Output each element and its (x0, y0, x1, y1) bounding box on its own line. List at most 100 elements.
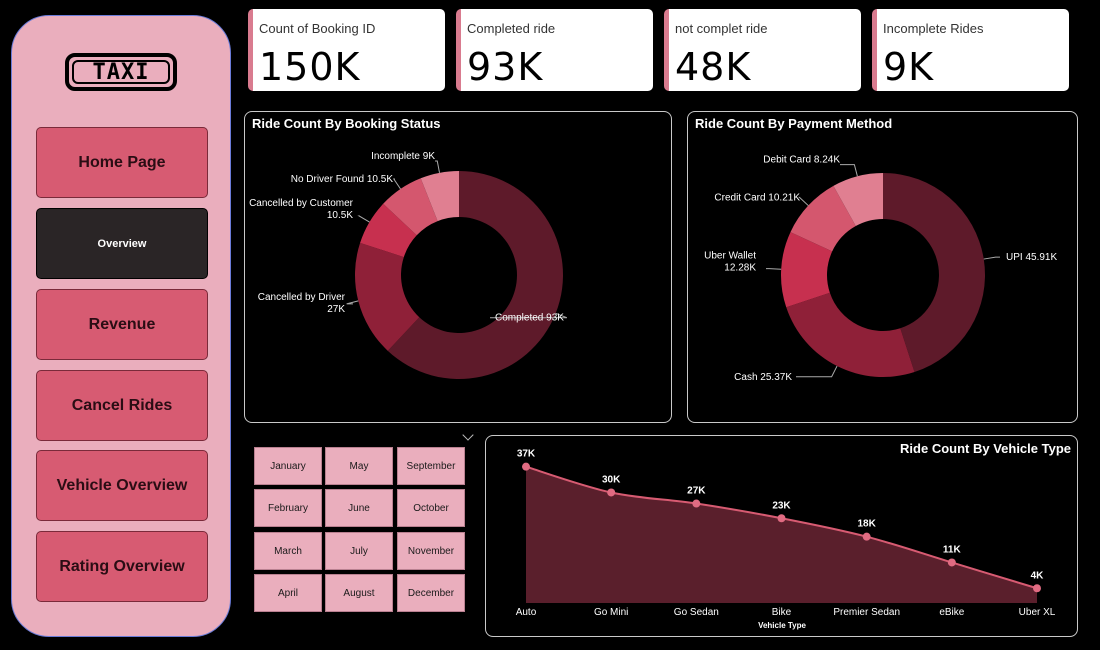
donut-label: Completed 93K (495, 313, 564, 324)
nav-label: Revenue (88, 315, 156, 333)
taxi-logo-frame: TAXI (72, 59, 170, 85)
month-button-august[interactable]: August (325, 574, 393, 612)
kpi-value: 9K (883, 45, 935, 89)
month-button-january[interactable]: January (254, 447, 322, 485)
nav-revenue-button[interactable]: Revenue (36, 289, 208, 360)
x-tick-label: eBike (939, 607, 964, 618)
kpi-label: not complet ride (675, 21, 768, 36)
donut-slice-incomplete[interactable] (420, 171, 459, 222)
booking-status-panel: Ride Count By Booking Status Completed 9… (244, 111, 672, 423)
donut-slice-uber-wallet[interactable] (781, 232, 833, 308)
donut-label: Uber Wallet (704, 251, 756, 262)
donut-slice-no-driver-found[interactable] (383, 178, 438, 236)
donut-label: No Driver Found 10.5K (291, 174, 394, 185)
payment-method-panel: Ride Count By Payment Method UPI 45.91K C… (687, 111, 1078, 423)
vehicle-type-panel: Ride Count By Vehicle Type 37K Auto 30K Go … (485, 435, 1078, 637)
nav-rating-overview-button[interactable]: Rating Overview (36, 531, 208, 602)
kpi-card-incomplete-rides: Incomplete Rides 9K (872, 9, 1069, 91)
kpi-card-completed-ride: Completed ride 93K (456, 9, 653, 91)
kpi-label: Completed ride (467, 21, 556, 36)
donut-slice-cancelled-by-customer[interactable] (360, 203, 417, 258)
donut-label: Incomplete 9K (371, 151, 435, 162)
vehicle-type-area-chart: 37K Auto 30K Go Mini 27K Go Sedan 23K Bike 18K Pr… (516, 449, 1056, 630)
kpi-label: Count of Booking ID (259, 21, 376, 36)
kpi-label: Incomplete Rides (883, 21, 984, 36)
donut-label: UPI 45.91K (1006, 252, 1057, 263)
x-tick-label: Auto (516, 607, 537, 618)
kpi-value: 93K (467, 45, 544, 89)
taxi-logo: TAXI (65, 53, 177, 91)
data-point-go-mini[interactable] (607, 488, 616, 497)
data-label: 37K (517, 449, 536, 460)
kpi-value: 48K (675, 45, 752, 89)
donut-label: Debit Card 8.24K (763, 155, 840, 166)
donut-slice-cancelled-by-driver[interactable] (355, 242, 420, 351)
nav-cancel-rides-button[interactable]: Cancel Rides (36, 370, 208, 441)
nav-home-page-button[interactable]: Home Page (36, 127, 208, 198)
nav-label: Vehicle Overview (56, 476, 188, 494)
data-label: 18K (857, 519, 876, 530)
donut-label: Cancelled by Customer (249, 198, 354, 209)
donut-label: Credit Card 10.21K (714, 192, 800, 203)
data-point-bike[interactable] (777, 514, 786, 523)
nav-label: Rating Overview (59, 557, 185, 575)
kpi-card-not-complete-ride: not complet ride 48K (664, 9, 861, 91)
kpi-value: 150K (259, 45, 361, 89)
nav-label: Overview (97, 237, 147, 250)
donut-slice-completed[interactable] (387, 171, 563, 379)
leader-line (490, 312, 568, 319)
leader-line (346, 300, 359, 305)
leader-line (796, 365, 838, 378)
month-button-may[interactable]: May (325, 447, 393, 485)
donut-slice-upi[interactable] (883, 173, 985, 373)
month-button-october[interactable]: October (397, 489, 465, 527)
taxi-logo-text: TAXI (92, 59, 150, 85)
donut-label-value: 27K (327, 304, 345, 315)
leader-line (357, 215, 370, 223)
x-axis-label: Vehicle Type (758, 621, 806, 630)
leader-line (840, 164, 858, 177)
month-button-november[interactable]: November (397, 532, 465, 570)
chevron-down-icon[interactable] (462, 429, 474, 441)
vehicle-type-title: Ride Count By Vehicle Type (900, 441, 1071, 456)
month-button-june[interactable]: June (325, 489, 393, 527)
data-label: 23K (772, 500, 791, 511)
data-point-go-sedan[interactable] (692, 499, 701, 508)
data-point-premier-sedan[interactable] (862, 532, 871, 541)
booking-status-title: Ride Count By Booking Status (252, 116, 441, 131)
month-button-december[interactable]: December (397, 574, 465, 612)
nav-label: Cancel Rides (71, 396, 173, 414)
month-button-february[interactable]: February (254, 489, 322, 527)
area-fill (526, 466, 1037, 603)
nav-overview-button[interactable]: Overview (36, 208, 208, 279)
donut-label: Cash 25.37K (734, 372, 792, 383)
leader-line (766, 268, 782, 270)
data-point-auto[interactable] (522, 462, 530, 471)
data-label: 11K (943, 544, 962, 555)
donut-slice-credit-card[interactable] (790, 185, 856, 252)
month-button-april[interactable]: April (254, 574, 322, 612)
data-point-uber-xl[interactable] (1033, 584, 1041, 593)
month-button-march[interactable]: March (254, 532, 322, 570)
nav-label: Home Page (78, 153, 166, 171)
data-label: 27K (687, 486, 706, 497)
donut-slice-cash[interactable] (786, 292, 915, 377)
donut-label: Cancelled by Driver (258, 292, 346, 303)
data-label: 30K (602, 474, 621, 485)
x-tick-label: Bike (772, 607, 792, 618)
data-point-ebike[interactable] (947, 558, 956, 567)
payment-method-title: Ride Count By Payment Method (695, 116, 893, 131)
leader-line (435, 160, 441, 173)
x-tick-label: Go Sedan (674, 607, 719, 618)
leader-line (798, 196, 809, 206)
month-button-july[interactable]: July (325, 532, 393, 570)
x-tick-label: Go Mini (594, 607, 628, 618)
month-button-september[interactable]: September (397, 447, 465, 485)
donut-label-value: 12.28K (724, 263, 756, 274)
donut-slice-debit-card[interactable] (833, 173, 883, 227)
x-tick-label: Uber XL (1019, 607, 1056, 618)
kpi-card-booking-count: Count of Booking ID 150K (248, 9, 445, 91)
nav-vehicle-overview-button[interactable]: Vehicle Overview (36, 450, 208, 521)
